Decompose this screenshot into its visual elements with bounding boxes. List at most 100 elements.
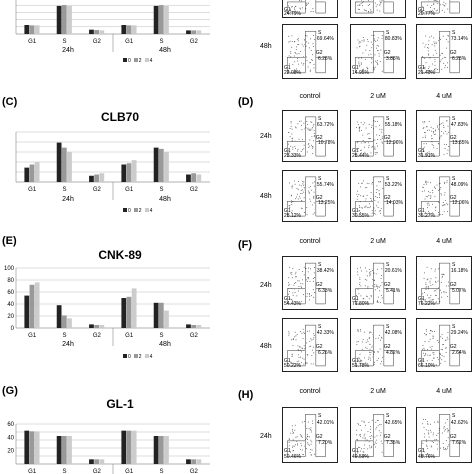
flow-box: S 53.22% G2 14.03% G1 30.55%	[350, 170, 406, 222]
event-dot	[373, 66, 375, 68]
event-dot	[378, 296, 380, 298]
event-dot	[301, 421, 303, 423]
event-dot	[443, 211, 445, 213]
gate-g1	[420, 56, 440, 74]
flow-g1-percent: 35.27%	[418, 213, 435, 220]
category-label: G1	[28, 469, 37, 474]
event-dot	[312, 280, 314, 282]
event-dot	[309, 145, 311, 147]
event-dot	[307, 127, 309, 129]
event-dot	[370, 331, 372, 333]
event-dot	[303, 266, 305, 268]
event-dot	[357, 330, 359, 332]
event-dot	[382, 356, 384, 358]
event-dot	[434, 129, 436, 131]
category-label: G2	[190, 333, 199, 339]
event-dot	[360, 448, 362, 450]
event-dot	[374, 200, 376, 202]
event-dot	[379, 210, 381, 212]
event-dot	[378, 45, 380, 47]
event-dot	[377, 50, 379, 52]
event-dot	[427, 47, 429, 49]
event-dot	[298, 288, 300, 290]
event-dot	[356, 193, 358, 195]
event-dot	[437, 3, 439, 5]
event-dot	[380, 294, 382, 296]
event-dot	[299, 346, 301, 348]
gate-s	[439, 324, 451, 351]
bar	[89, 29, 94, 34]
event-dot	[374, 286, 376, 288]
flow-g1-percent: 28.12%	[284, 213, 301, 220]
event-dot	[306, 35, 308, 37]
flow-plot	[420, 0, 460, 14]
event-dot	[436, 9, 438, 11]
bar	[186, 30, 191, 34]
event-dot	[311, 441, 313, 443]
event-dot	[441, 359, 443, 361]
event-dot	[360, 142, 362, 144]
event-dot	[308, 142, 310, 144]
event-dot	[443, 427, 445, 429]
event-dot	[379, 212, 381, 214]
event-dot	[308, 421, 310, 423]
bar	[126, 296, 132, 328]
event-dot	[308, 187, 310, 189]
flow-s-percent: 29.24%	[450, 330, 468, 337]
event-dot	[358, 9, 360, 11]
event-dot	[299, 331, 301, 333]
event-dot	[308, 129, 310, 131]
event-dot	[313, 67, 315, 69]
event-dot	[360, 62, 362, 64]
event-dot	[311, 204, 313, 206]
event-dot	[357, 357, 359, 359]
event-dot	[300, 120, 302, 122]
event-dot	[357, 329, 359, 331]
event-dot	[433, 432, 435, 434]
event-dot	[426, 126, 428, 128]
event-dot	[292, 11, 294, 13]
event-dot	[439, 357, 441, 359]
event-dot	[365, 49, 367, 51]
panel-f-row-24h: 24h	[260, 282, 272, 289]
event-dot	[441, 214, 443, 216]
event-dot	[360, 195, 362, 197]
bar	[34, 162, 40, 182]
event-dot	[357, 141, 359, 143]
legend-label: 2	[138, 208, 142, 214]
event-dot	[431, 144, 433, 146]
event-dot	[306, 280, 308, 282]
event-dot	[301, 287, 303, 289]
event-dot	[292, 338, 294, 340]
event-dot	[371, 445, 373, 447]
event-dot	[446, 120, 448, 122]
event-dot	[291, 204, 293, 206]
category-label: S	[62, 187, 66, 193]
event-dot	[360, 363, 362, 365]
event-dot	[300, 435, 302, 437]
event-dot	[426, 360, 428, 362]
event-dot	[431, 63, 433, 65]
event-dot	[364, 122, 366, 124]
event-dot	[369, 275, 371, 277]
event-dot	[446, 133, 448, 135]
event-dot	[308, 294, 310, 296]
panel-c-label: (C)	[2, 96, 18, 108]
event-dot	[310, 443, 312, 445]
event-dot	[292, 345, 294, 347]
event-dot	[290, 339, 292, 341]
event-dot	[289, 206, 291, 208]
event-dot	[365, 198, 367, 200]
event-dot	[372, 285, 374, 287]
event-dot	[293, 284, 295, 286]
bar	[153, 5, 159, 34]
flow-g1-label: G1	[418, 295, 425, 302]
event-dot	[432, 190, 434, 192]
event-dot	[365, 267, 367, 269]
event-dot	[444, 147, 446, 149]
panel-g-title: GL-1	[106, 397, 134, 411]
event-dot	[426, 279, 428, 281]
event-dot	[295, 276, 297, 278]
event-dot	[298, 360, 300, 362]
event-dot	[381, 142, 383, 144]
